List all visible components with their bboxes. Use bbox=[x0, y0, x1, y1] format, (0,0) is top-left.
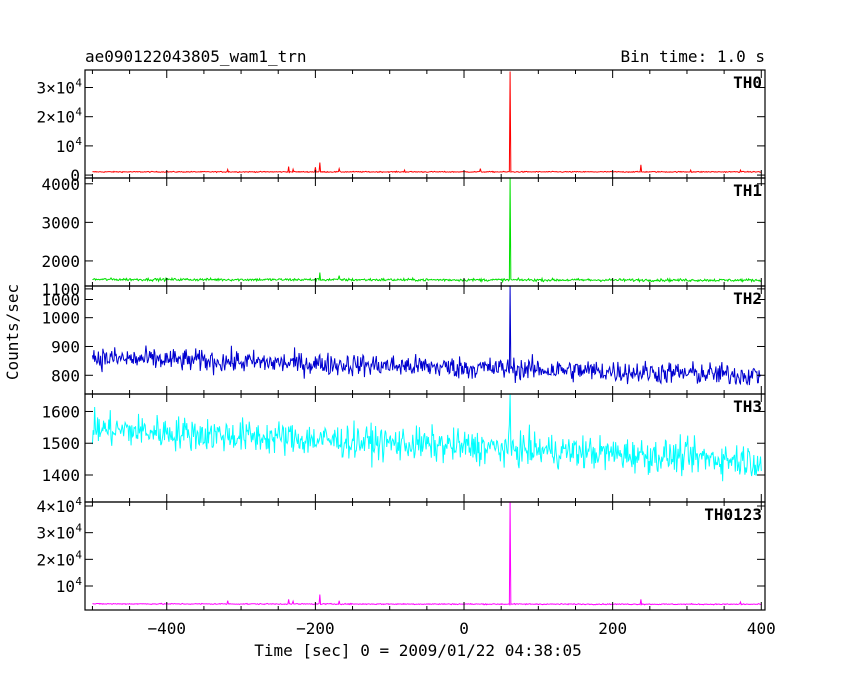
y-tick-exponent: 4 bbox=[75, 495, 82, 508]
panel-th3: 1600 1500 1400 TH3 bbox=[41, 393, 766, 503]
bin-time-label: Bin time: 1.0 s bbox=[621, 47, 766, 66]
y-tick-label: 3×10 bbox=[36, 79, 75, 98]
panel-frame bbox=[84, 501, 766, 611]
x-tick-label: 200 bbox=[598, 619, 627, 638]
x-tick-label: 0 bbox=[459, 619, 469, 638]
x-tick-label: −400 bbox=[147, 619, 186, 638]
y-tick-label: 10 bbox=[56, 137, 75, 156]
chart-title: ae090122043805_wam1_trn bbox=[85, 47, 307, 66]
y-axis-label: Counts/sec bbox=[3, 284, 22, 380]
y-tick-label: 0 bbox=[70, 166, 80, 185]
y-tick-label: 1600 bbox=[41, 402, 80, 421]
y-tick-label: 1400 bbox=[41, 466, 80, 485]
y-tick-label: 2×10 bbox=[36, 108, 75, 127]
panel-name-label: TH0 bbox=[733, 73, 762, 92]
panel-frame bbox=[84, 285, 766, 395]
y-tick-label: 1000 bbox=[41, 309, 80, 328]
y-tick-label: 800 bbox=[51, 366, 80, 385]
x-axis-label: Time [sec] 0 = 2009/01/22 04:38:05 bbox=[254, 641, 582, 660]
y-tick-label: 2000 bbox=[41, 252, 80, 271]
panel-frame bbox=[84, 69, 766, 179]
panel-th1: 4000 3000 2000 1000 TH1 bbox=[41, 175, 766, 310]
y-tick-exponent: 4 bbox=[75, 522, 82, 535]
y-tick-exponent: 4 bbox=[75, 77, 82, 90]
panel-name-label: TH3 bbox=[733, 397, 762, 416]
series-line-th3 bbox=[91, 393, 762, 482]
y-tick-label: 3×10 bbox=[36, 524, 75, 543]
y-tick-exponent: 4 bbox=[75, 575, 82, 588]
y-tick-label: 4×10 bbox=[36, 497, 75, 516]
y-tick-exponent: 4 bbox=[75, 106, 82, 119]
panels-group: 3×10 42×10 410 40TH04000300020001000TH11100… bbox=[36, 69, 776, 638]
y-tick-label: 1500 bbox=[41, 434, 80, 453]
y-tick-label: 10 bbox=[56, 577, 75, 596]
series-line-th0 bbox=[92, 71, 762, 174]
series-line-th0123 bbox=[92, 501, 762, 606]
panel-name-label: TH0123 bbox=[704, 505, 762, 524]
y-tick-label: 4000 bbox=[41, 175, 80, 194]
y-tick-label: 1100 bbox=[41, 280, 80, 299]
y-tick-label: 1000 bbox=[41, 291, 80, 310]
panel-name-label: TH2 bbox=[733, 289, 762, 308]
x-tick-label: 400 bbox=[747, 619, 776, 638]
panel-frame bbox=[84, 393, 766, 503]
y-tick-label: 900 bbox=[51, 337, 80, 356]
y-tick-exponent: 4 bbox=[75, 548, 82, 561]
y-tick-exponent: 4 bbox=[75, 135, 82, 148]
series-line-th2 bbox=[91, 285, 762, 386]
y-tick-label: 3000 bbox=[41, 213, 80, 232]
x-tick-label: −200 bbox=[296, 619, 335, 638]
panel-name-label: TH1 bbox=[733, 181, 762, 200]
y-tick-label: 2×10 bbox=[36, 550, 75, 569]
series-line-th1 bbox=[92, 177, 762, 284]
panel-frame bbox=[84, 177, 766, 287]
